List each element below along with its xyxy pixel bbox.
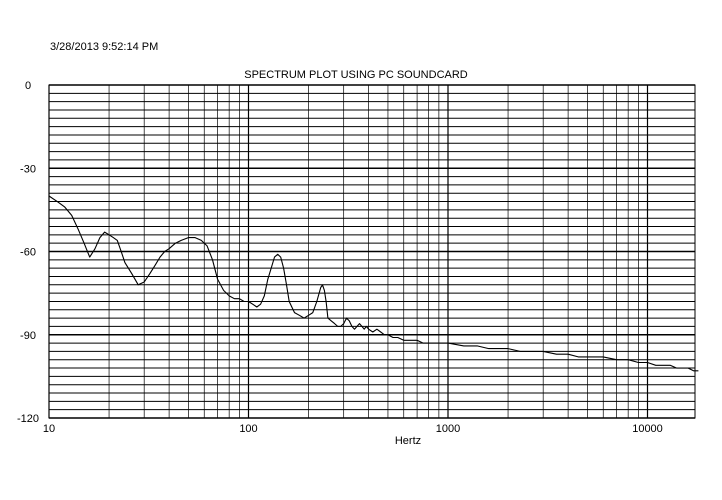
y-tick-label: -60 bbox=[20, 247, 36, 259]
x-tick-labels: 10 100 1000 10000 bbox=[43, 423, 663, 435]
spectrum-line bbox=[48, 195, 699, 372]
x-tick-label: 10000 bbox=[632, 423, 663, 435]
y-tick-label: -30 bbox=[20, 163, 36, 175]
x-tick-label: 1000 bbox=[436, 423, 460, 435]
x-tick-label: 10 bbox=[43, 423, 55, 435]
chart-title: SPECTRUM PLOT USING PC SOUNDCARD bbox=[244, 69, 468, 81]
y-tick-label: 0 bbox=[25, 80, 31, 92]
x-axis-label: Hertz bbox=[395, 435, 421, 447]
timestamp: 3/28/2013 9:52:14 PM bbox=[50, 41, 159, 53]
grid bbox=[48, 84, 695, 419]
plot-frame bbox=[48, 84, 696, 419]
y-tick-label: -120 bbox=[17, 413, 39, 425]
y-tick-label: -90 bbox=[20, 330, 36, 342]
y-tick-labels: 0 -30 -60 -90 -120 bbox=[17, 80, 39, 425]
series-group bbox=[48, 195, 699, 372]
x-tick-label: 100 bbox=[239, 423, 257, 435]
